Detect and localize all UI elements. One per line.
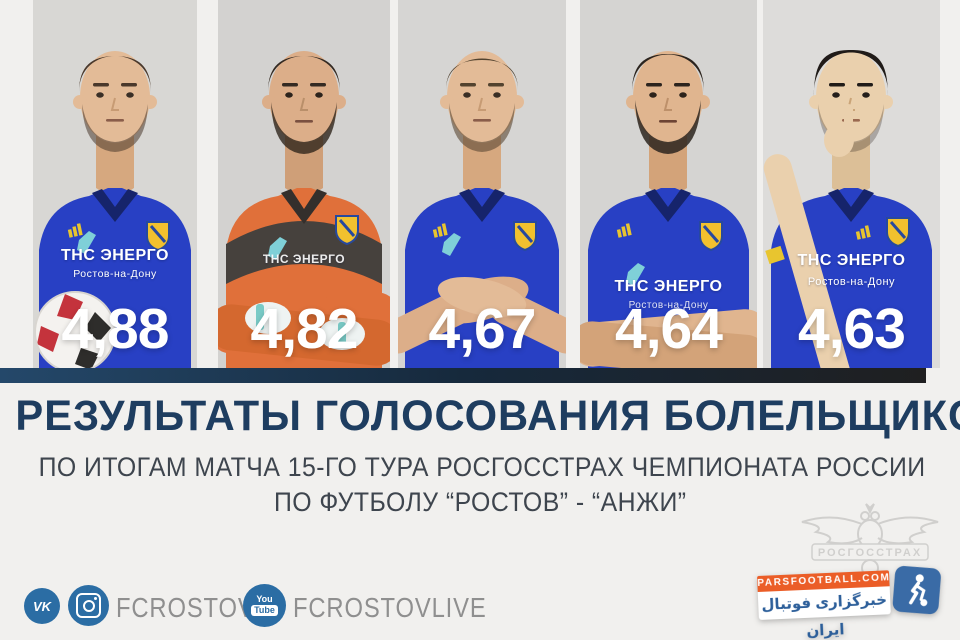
player-rating: 4,64 [615,297,723,361]
adidas-logo-icon [855,225,871,240]
jersey-sponsor-line1: ТНС ЭНЕРГО [61,247,169,264]
photo-strip: ТНС ЭНЕРГО Ростов-на-Дону 4,88 [33,0,940,368]
player-rating: 4,82 [250,297,359,361]
player-photo-2 [218,0,390,368]
club-crest-icon [146,221,170,252]
adidas-logo-icon [67,223,83,238]
player-photo-5 [763,0,940,368]
subtitle-line1: ПО ИТОГАМ МАТЧА 15-ГО ТУРА РОСГОССТРАХ Ч… [38,452,926,482]
club-crest-icon [513,221,537,252]
player-rating: 4,63 [798,297,906,361]
jersey-sponsor-line1: ТНС ЭНЕРГО [262,252,346,266]
instagram-icon[interactable] [68,585,109,626]
player-card-3: 4,67 [398,0,566,368]
watermark-text: РОСГОССТРАХ [818,547,922,559]
divider-bar [0,368,926,383]
footballer-icon [892,565,942,615]
jersey-sponsor-line1: ТНС ЭНЕРГО [797,252,906,269]
social-row: VK FCROSTOV You Tube FCROSTOVLIVE [0,580,700,630]
player-card-2: ТНС ЭНЕРГО 4,82 [218,0,390,368]
player-rating: 4,88 [61,297,170,361]
youtube-handle[interactable]: FCROSTOVLIVE [293,592,487,623]
adidas-logo-icon [616,223,632,238]
youtube-icon[interactable]: You Tube [243,584,286,627]
player-card-4: ТНС ЭНЕРГО Ростов-на-Дону 4,64 [580,0,757,368]
player-photo-3 [398,0,566,368]
player-card-1: ТНС ЭНЕРГО Ростов-на-Дону 4,88 [33,0,197,368]
player-photo-4 [580,0,757,368]
banner-persian-tagline: خبرگزاری فوتبال ایران [757,586,891,640]
club-crest-icon [335,215,359,246]
player-card-5: ТНС ЭНЕРГО Ростов-на-Дону 4,63 [763,0,940,368]
ball-icon [34,291,116,368]
jersey-sponsor-line2: Ростов-на-Дону [73,268,157,280]
player-photo-1 [33,0,197,368]
instagram-handle[interactable]: FCROSTOV [116,592,255,623]
parsfootball-banner[interactable]: PARSFOOTBALL.COM خبرگزاری فوتبال ایران [757,565,943,640]
headline: РЕЗУЛЬТАТЫ ГОЛОСОВАНИЯ БОЛЕЛЬЩИКОВ [15,392,960,440]
club-crest-icon [886,217,910,248]
club-crest-icon [699,221,723,252]
subtitle-line2: ПО ФУТБОЛУ “РОСТОВ” - “АНЖИ” [273,487,687,517]
player-rating: 4,67 [428,297,537,361]
rosgosstrakh-watermark-icon: РОСГОССТРАХ [801,503,939,577]
jersey-sponsor-line2: Ростов-на-Дону [807,276,896,288]
jersey-sponsor-line2: Ростов-на-Дону [628,300,709,311]
vk-icon[interactable]: VK [24,588,60,624]
jersey-sponsor-line1: ТНС ЭНЕРГО [614,278,723,295]
adidas-logo-icon [432,223,448,238]
